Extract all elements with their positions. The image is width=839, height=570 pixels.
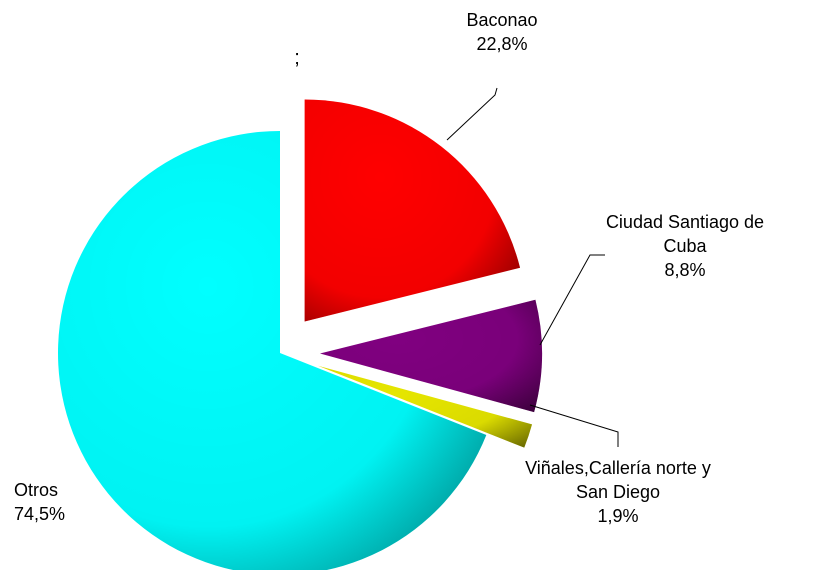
value-label: 74,5% [14, 504, 66, 524]
category-label: Ciudad Santiago de Cuba [605, 212, 765, 256]
slice-label: Otros 74,5% [14, 478, 65, 526]
slice-label: Viñales,Callería norte y San Diego 1,9% [518, 456, 718, 528]
category-label: Baconao [466, 10, 538, 30]
leader-line [446, 87, 498, 141]
value-label: 8,8% [664, 260, 706, 280]
value-label: 22,8% [476, 34, 528, 54]
value-label: 1,9% [597, 506, 639, 526]
leader-line [539, 254, 605, 346]
slice-label: Ciudad Santiago de Cuba 8,8% [600, 210, 770, 282]
category-label: Viñales,Callería norte y San Diego [525, 458, 711, 502]
annotation: ; [294, 47, 300, 69]
slice-label: Baconao 22,8% [432, 8, 572, 56]
category-label: Otros [14, 480, 59, 500]
leader-line [529, 404, 619, 447]
pie-slice [304, 99, 521, 322]
